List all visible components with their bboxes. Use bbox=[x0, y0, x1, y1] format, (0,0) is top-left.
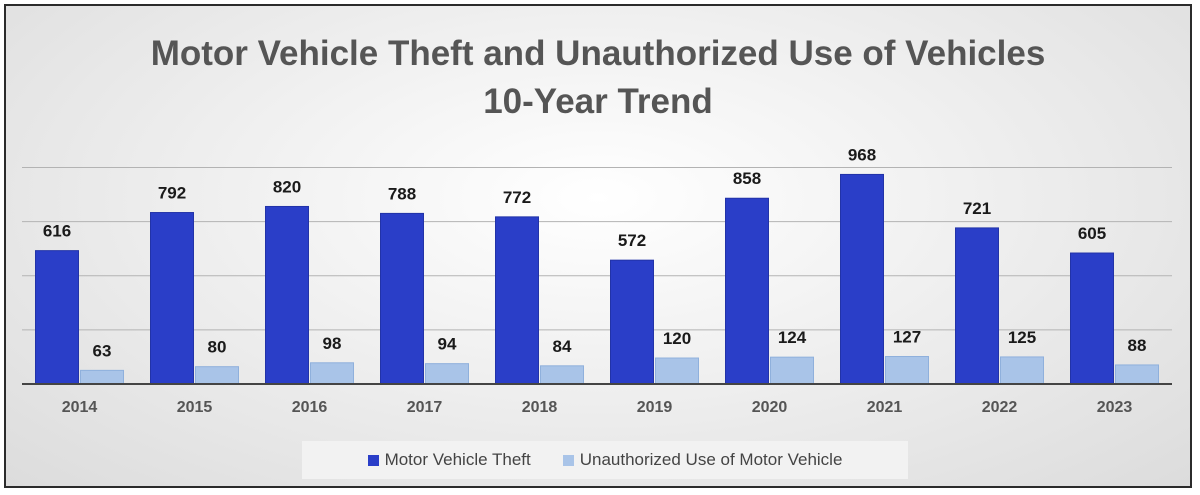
legend-item-unauthorized: Unauthorized Use of Motor Vehicle bbox=[562, 450, 843, 470]
data-label-unauthorized-2018: 84 bbox=[553, 337, 572, 356]
data-label-unauthorized-2022: 125 bbox=[1008, 328, 1036, 347]
bar-unauthorized-2019 bbox=[655, 357, 699, 385]
x-tick-label-2016: 2016 bbox=[292, 399, 328, 416]
x-tick-label-2023: 2023 bbox=[1097, 399, 1133, 416]
legend-label-theft: Motor Vehicle Theft bbox=[384, 450, 531, 469]
data-labels: 616 63 792 80 820 98 788 94 772 84 572 120 858 124 968… bbox=[43, 145, 1147, 360]
bar-theft-2014 bbox=[35, 250, 79, 385]
legend-swatch-theft bbox=[367, 454, 379, 466]
bar-theft-2015 bbox=[150, 212, 194, 385]
bar-theft-2021 bbox=[840, 173, 884, 385]
gridlines bbox=[22, 167, 1172, 331]
bar-unauthorized-2016 bbox=[310, 362, 354, 385]
data-label-theft-2015: 792 bbox=[158, 184, 186, 203]
bar-unauthorized-2022 bbox=[1000, 356, 1044, 385]
legend: Motor Vehicle Theft Unauthorized Use of … bbox=[302, 441, 908, 479]
x-tick-label-2015: 2015 bbox=[177, 399, 213, 416]
bars bbox=[35, 173, 1159, 385]
legend-label-unauthorized: Unauthorized Use of Motor Vehicle bbox=[579, 450, 843, 469]
bar-theft-2018 bbox=[495, 216, 539, 385]
x-tick-label-2018: 2018 bbox=[522, 399, 558, 416]
chart-title: Motor Vehicle Theft and Unauthorized Use… bbox=[150, 34, 1046, 73]
bar-theft-2017 bbox=[380, 212, 424, 385]
data-label-theft-2022: 721 bbox=[963, 199, 991, 218]
bar-theft-2019 bbox=[610, 259, 654, 385]
bar-theft-2023 bbox=[1070, 252, 1114, 385]
data-label-theft-2020: 858 bbox=[733, 169, 761, 188]
data-label-unauthorized-2021: 127 bbox=[893, 328, 921, 347]
bar-unauthorized-2021 bbox=[885, 356, 929, 385]
data-label-theft-2014: 616 bbox=[43, 222, 71, 241]
x-tick-label-2019: 2019 bbox=[637, 399, 673, 416]
bar-unauthorized-2014 bbox=[80, 369, 124, 385]
bar-chart: 616 63 792 80 820 98 788 94 772 84 572 120 858 124 968… bbox=[22, 145, 1172, 416]
bar-unauthorized-2017 bbox=[425, 363, 469, 385]
bar-unauthorized-2023 bbox=[1115, 364, 1159, 385]
data-label-unauthorized-2015: 80 bbox=[208, 338, 227, 357]
x-tick-labels: 2014 2015 2016 2017 2018 2019 2020 2021 2022 2023 bbox=[62, 399, 1133, 416]
data-label-theft-2021: 968 bbox=[848, 145, 876, 164]
legend-swatch-unauthorized bbox=[562, 454, 574, 466]
data-label-theft-2017: 788 bbox=[388, 184, 416, 203]
data-label-unauthorized-2019: 120 bbox=[663, 329, 691, 348]
data-label-unauthorized-2014: 63 bbox=[93, 341, 112, 360]
bar-theft-2020 bbox=[725, 197, 769, 385]
x-tick-label-2020: 2020 bbox=[752, 399, 788, 416]
data-label-theft-2016: 820 bbox=[273, 177, 301, 196]
bar-unauthorized-2020 bbox=[770, 356, 814, 385]
data-label-theft-2019: 572 bbox=[618, 231, 646, 250]
x-tick-label-2014: 2014 bbox=[62, 399, 98, 416]
x-tick-label-2022: 2022 bbox=[982, 399, 1018, 416]
bar-theft-2016 bbox=[265, 205, 309, 385]
data-label-unauthorized-2020: 124 bbox=[778, 328, 807, 347]
bar-theft-2022 bbox=[955, 227, 999, 385]
chart-subtitle: 10-Year Trend bbox=[483, 82, 713, 121]
x-tick-label-2017: 2017 bbox=[407, 399, 443, 416]
chart-frame: Motor Vehicle Theft and Unauthorized Use… bbox=[4, 4, 1192, 488]
data-label-theft-2023: 605 bbox=[1078, 224, 1106, 243]
data-label-unauthorized-2016: 98 bbox=[323, 334, 342, 353]
legend-item-theft: Motor Vehicle Theft bbox=[367, 450, 531, 470]
data-label-unauthorized-2017: 94 bbox=[438, 335, 457, 354]
data-label-theft-2018: 772 bbox=[503, 188, 531, 207]
data-label-unauthorized-2023: 88 bbox=[1128, 336, 1147, 355]
x-tick-label-2021: 2021 bbox=[867, 399, 903, 416]
bar-unauthorized-2015 bbox=[195, 366, 239, 385]
bar-unauthorized-2018 bbox=[540, 365, 584, 385]
